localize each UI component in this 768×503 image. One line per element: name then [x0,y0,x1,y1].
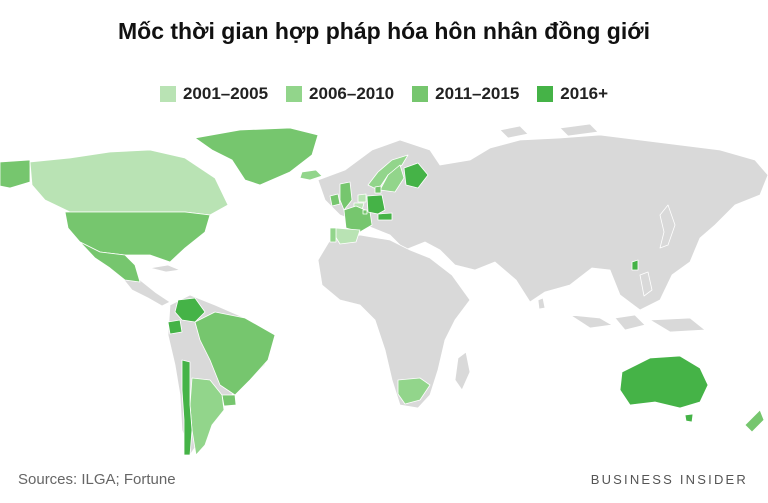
region-austria [377,212,393,221]
legend-item-2006-2010: 2006–2010 [286,84,394,104]
land-indonesia [569,314,706,333]
region-denmark [374,185,382,194]
region-greenland [194,127,319,186]
region-tasmania [684,413,694,423]
world-map [0,123,768,456]
land-japan [659,204,676,249]
legend-item-2016-plus: 2016+ [537,84,608,104]
region-luxembourg [362,209,368,215]
region-netherlands [357,193,367,203]
region-chile [181,359,193,456]
region-portugal [329,227,337,243]
region-south-africa [397,377,431,405]
legend-label-2006-2010: 2006–2010 [309,84,395,103]
region-ireland [329,193,341,207]
land-central-america [119,274,171,307]
legend-label-2011-2015: 2011–2015 [435,84,520,103]
region-uk [339,181,353,211]
region-spain [334,227,361,245]
land-madagascar [454,351,471,391]
region-mexico [79,241,141,283]
legend-swatch-2006-2010 [286,86,303,102]
legend-label-2016-plus: 2016+ [560,84,609,103]
legend-swatch-2011-2015 [412,86,429,102]
region-iceland [299,169,323,181]
legend-item-2011-2015: 2011–2015 [412,84,519,104]
land-africa [317,234,471,409]
land-eurasia [317,134,768,311]
region-sweden [379,164,405,193]
region-usa [64,211,211,263]
region-new-zealand [744,409,765,433]
source-note: Sources: ILGA; Fortune [18,471,176,488]
legend-item-2001-2005: 2001–2005 [159,84,269,104]
legend: 2001–2005 2006–2010 2011–2015 2016+ [0,84,768,104]
region-australia [619,355,709,409]
legend-swatch-2001-2005 [159,86,176,102]
region-germany [366,194,386,215]
region-finland [403,162,429,189]
land-caribbean [149,264,181,273]
legend-label-2001-2005: 2001–2005 [182,84,269,103]
legend-swatch-2016-plus [537,86,554,102]
region-alaska [0,159,31,189]
region-uruguay [221,394,237,407]
page-title: Mốc thời gian hợp pháp hóa hôn nhân đồng… [118,18,650,44]
land-arctic-islands [499,123,599,139]
region-ecuador [167,319,183,335]
region-brazil [194,311,276,396]
region-taiwan [631,259,639,271]
region-canada [29,149,229,216]
brand-logo: BUSINESS INSIDER [590,472,748,487]
land-sri-lanka [537,297,546,310]
land-philippines [639,271,653,297]
